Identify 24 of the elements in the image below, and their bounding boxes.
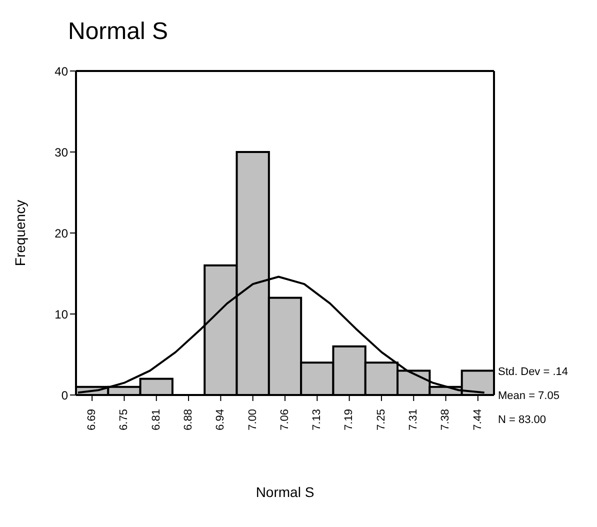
y-tick-label: 0 xyxy=(61,388,68,402)
y-axis-title: Frequency xyxy=(12,200,28,266)
x-tick-label: 6.94 xyxy=(214,409,227,430)
x-tick-label: 7.06 xyxy=(278,409,291,430)
chart-title: Normal S xyxy=(68,18,168,46)
x-axis-title: Normal S xyxy=(254,484,316,500)
text: Mean = 7.05 xyxy=(498,390,560,402)
x-tick-label: 6.81 xyxy=(150,409,162,430)
text: N = 83.00 xyxy=(498,414,546,426)
x-tick-label: 7.19 xyxy=(343,409,356,430)
x-tick-label: 7.38 xyxy=(440,409,452,430)
x-tick-label: 7.31 xyxy=(408,409,420,430)
x-tick-label: 7.25 xyxy=(375,409,388,430)
x-tick-label: 6.75 xyxy=(118,409,130,430)
y-tick-label: 10 xyxy=(54,307,68,322)
text: Std. Dev = .14 xyxy=(498,366,568,378)
y-tick-label: 20 xyxy=(54,226,68,240)
x-tick-label: 7.13 xyxy=(311,409,324,430)
x-tick-label: 6.88 xyxy=(182,409,194,430)
y-tick-label: 30 xyxy=(54,145,68,160)
x-tick-label: 6.69 xyxy=(86,409,98,430)
x-tick-label: 7.44 xyxy=(472,409,484,430)
y-tick-label: 40 xyxy=(54,64,68,78)
x-tick-label: 7.00 xyxy=(246,409,259,430)
